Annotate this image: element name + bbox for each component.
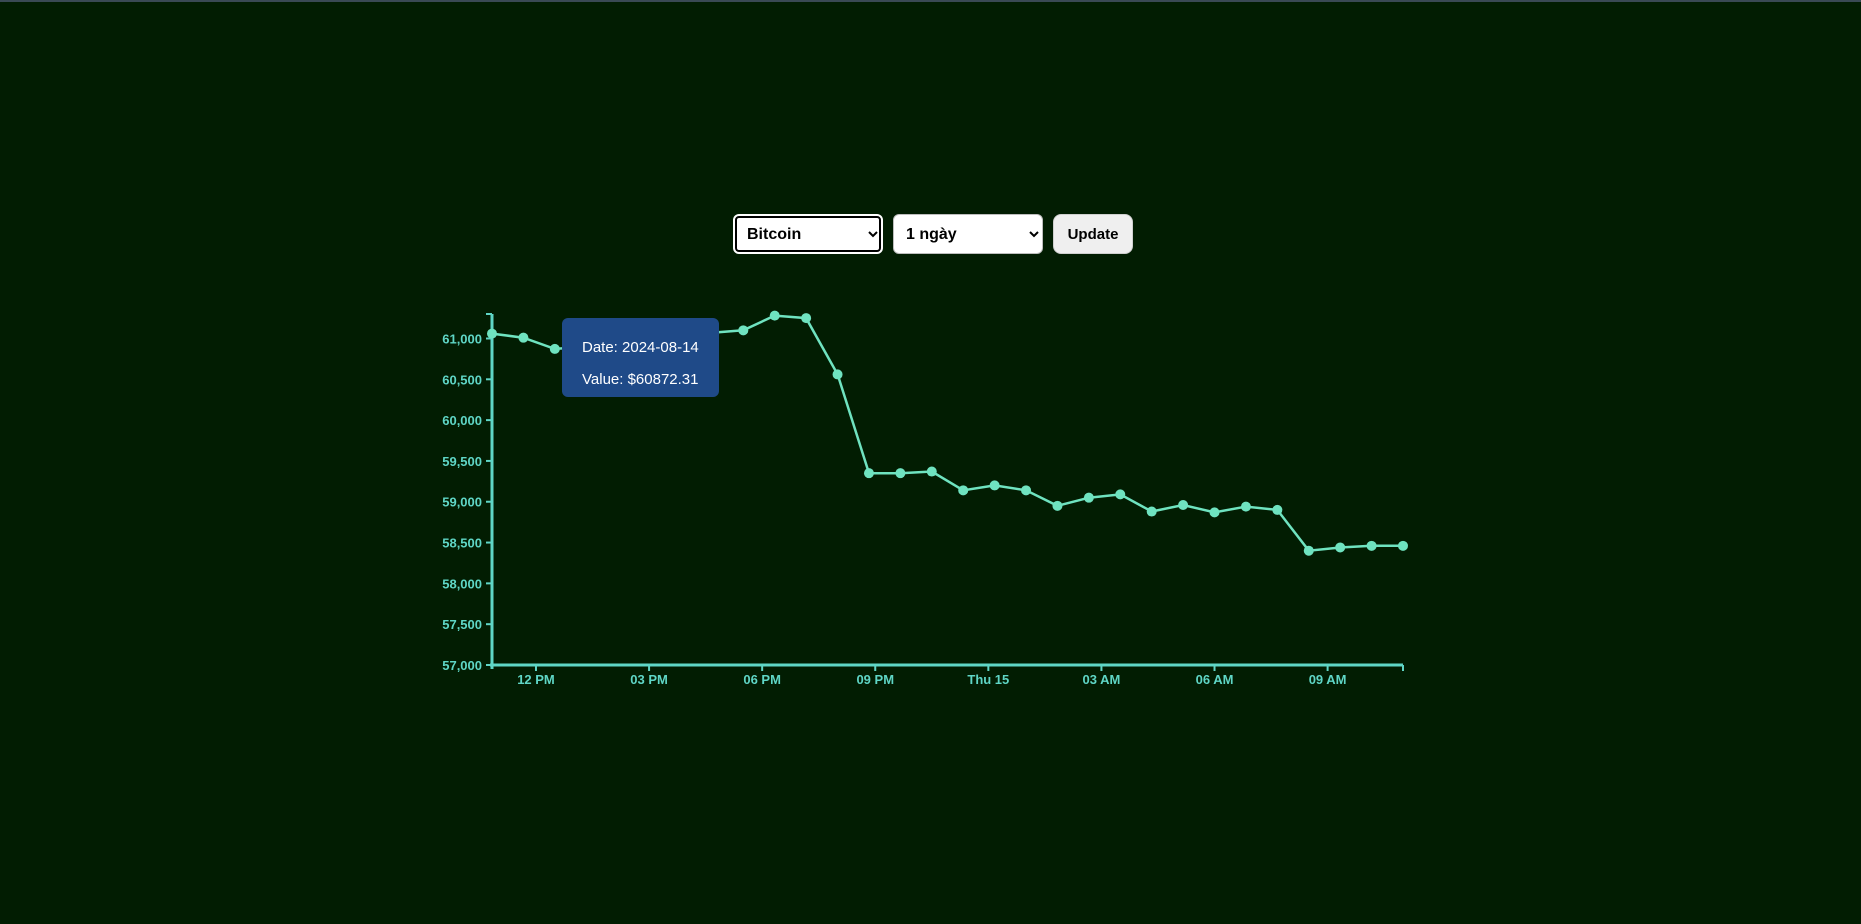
- data-point[interactable]: [1146, 506, 1157, 517]
- y-tick-label: 58,000: [442, 576, 482, 591]
- y-tick-label: 59,000: [442, 495, 482, 510]
- data-point[interactable]: [1115, 489, 1126, 500]
- data-point[interactable]: [989, 480, 1000, 491]
- update-button[interactable]: Update: [1053, 214, 1133, 254]
- time-range-select[interactable]: 1 ngày: [893, 214, 1043, 254]
- data-point[interactable]: [1178, 500, 1189, 511]
- y-tick-label: 60,500: [442, 372, 482, 387]
- data-point[interactable]: [549, 343, 560, 354]
- x-tick-label: 06 AM: [1196, 672, 1234, 687]
- data-point[interactable]: [1303, 545, 1314, 556]
- y-tick-label: 57,000: [442, 658, 482, 673]
- x-axis: 12 PM 03 PM 06 PM 09 PM Thu 15 03 AM 06 AM 09 A…: [490, 663, 1404, 687]
- data-point[interactable]: [832, 369, 843, 380]
- x-tick-label: 12 PM: [517, 672, 555, 687]
- controls-bar: Bitcoin 1 ngày Update: [733, 214, 1133, 254]
- data-point[interactable]: [518, 332, 529, 343]
- data-point[interactable]: [738, 325, 749, 336]
- data-point[interactable]: [1335, 542, 1346, 553]
- y-tick-label: 57,500: [442, 617, 482, 632]
- data-point[interactable]: [863, 468, 874, 479]
- data-point[interactable]: [1021, 485, 1032, 496]
- coin-select[interactable]: Bitcoin: [733, 214, 883, 254]
- y-tick-label: 60,000: [442, 413, 482, 428]
- data-point[interactable]: [801, 313, 812, 324]
- x-tick-label: 03 PM: [630, 672, 668, 687]
- data-point[interactable]: [1398, 540, 1408, 551]
- y-axis: 57,000 57,500 58,000 58,500 59,000 59,500 60,0…: [442, 313, 494, 673]
- x-tick-label: 06 PM: [743, 672, 781, 687]
- y-tick-label: 61,000: [442, 331, 482, 346]
- data-point[interactable]: [1366, 540, 1377, 551]
- data-point[interactable]: [1052, 500, 1063, 511]
- x-tick-label: 09 AM: [1309, 672, 1347, 687]
- y-tick-label: 58,500: [442, 536, 482, 551]
- data-point[interactable]: [958, 485, 969, 496]
- data-point[interactable]: [895, 468, 906, 479]
- data-point[interactable]: [1209, 507, 1220, 518]
- window-top-border: [0, 0, 1861, 2]
- x-tick-label: Thu 15: [967, 672, 1009, 687]
- tooltip-value: Value: $60872.31: [582, 371, 699, 388]
- data-tooltip: Date: 2024-08-14 Value: $60872.31: [562, 318, 719, 397]
- x-tick-label: 03 AM: [1083, 672, 1121, 687]
- x-tick-label: 09 PM: [856, 672, 894, 687]
- y-tick-label: 59,500: [442, 454, 482, 469]
- data-point[interactable]: [1272, 504, 1283, 515]
- data-point[interactable]: [926, 466, 937, 477]
- data-point[interactable]: [769, 310, 780, 321]
- data-point[interactable]: [1240, 501, 1251, 512]
- tooltip-date: Date: 2024-08-14: [582, 339, 699, 356]
- data-point[interactable]: [487, 328, 497, 339]
- data-point[interactable]: [1083, 492, 1094, 503]
